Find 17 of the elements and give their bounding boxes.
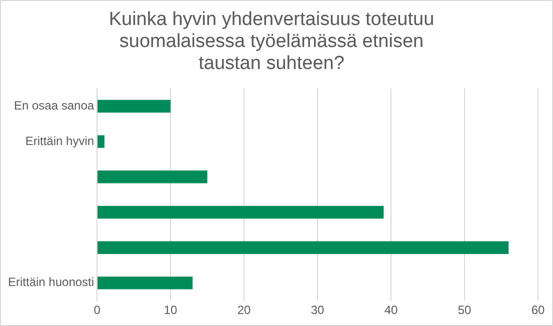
chart-title: Kuinka hyvin yhdenvertaisuus toteutuu suomalaisessa työelämässä etnisen taustan suhteen?	[108, 9, 434, 74]
x-tick-label: 0	[94, 303, 101, 318]
bar	[98, 241, 509, 254]
y-tick-label: Erittäin hyvin	[25, 134, 94, 148]
bar	[98, 206, 384, 219]
bar	[98, 276, 193, 290]
bar	[98, 170, 208, 184]
x-tick-label: 10	[164, 303, 178, 318]
y-tick-label: En osaa sanoa	[14, 98, 94, 113]
y-tick-label: Erittäin huonosti	[8, 275, 94, 290]
x-tick-label: 20	[237, 303, 252, 318]
x-tick-label: 50	[458, 303, 472, 318]
x-tick-label: 40	[384, 303, 398, 318]
x-tick-label: 60	[531, 303, 545, 318]
bar	[98, 135, 104, 148]
bar	[98, 100, 171, 113]
x-tick-label: 30	[310, 303, 325, 318]
